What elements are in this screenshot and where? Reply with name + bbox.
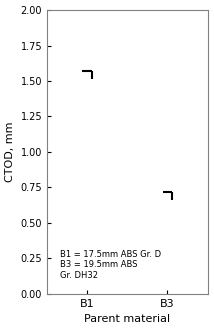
Text: B1 = 17.5mm ABS Gr. D
B3 = 19.5mm ABS
Gr. DH32: B1 = 17.5mm ABS Gr. D B3 = 19.5mm ABS Gr… xyxy=(60,250,161,280)
Y-axis label: CTOD, mm: CTOD, mm xyxy=(5,122,15,182)
X-axis label: Parent material: Parent material xyxy=(84,314,170,324)
